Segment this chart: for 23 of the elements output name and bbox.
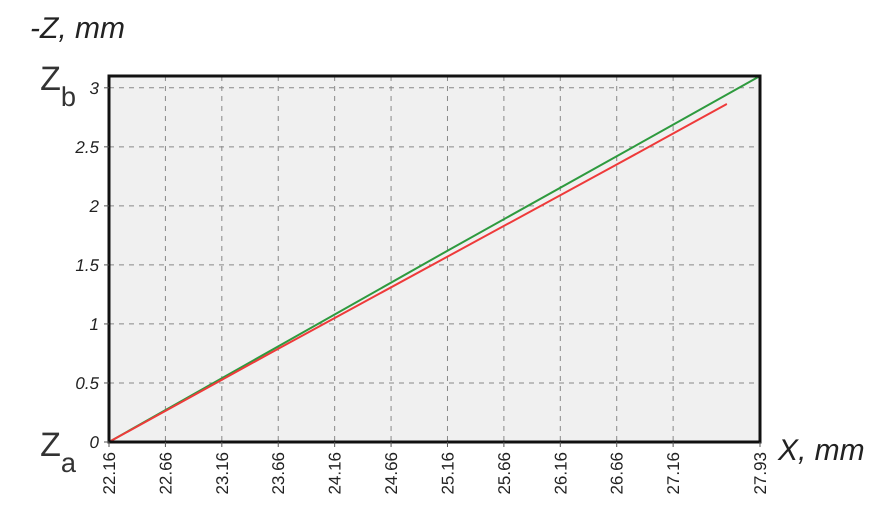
y-tick-label: 1 <box>90 314 99 334</box>
y-tick-label: 0 <box>90 433 100 452</box>
y-tick-label: 2 <box>88 196 100 216</box>
x-tick-label: 27.93 <box>751 452 770 495</box>
y-axis-title: -Z, mm <box>30 12 125 45</box>
x-tick-label: 23.66 <box>269 452 288 495</box>
y-tick-label: 3 <box>90 78 100 98</box>
x-tick-label: 25.16 <box>438 452 458 495</box>
y-tick-label: 2.5 <box>74 138 100 157</box>
x-tick-label: 22.16 <box>100 452 119 495</box>
x-tick-label: 26.16 <box>551 452 570 495</box>
y-tick-label: 0.5 <box>75 374 100 393</box>
x-tick-label: 22.66 <box>156 452 176 495</box>
x-tick-label: 24.66 <box>382 452 402 495</box>
x-tick-label: 26.66 <box>608 452 627 495</box>
x-axis-title: X, mm <box>777 434 865 467</box>
x-tick-label: 24.16 <box>326 452 345 495</box>
x-tick-label: 23.16 <box>212 452 232 495</box>
y-tick-label: 1.5 <box>75 256 100 275</box>
text: Z$_{a}$ <box>40 426 77 478</box>
x-tick-label: 25.66 <box>494 452 514 495</box>
text: Z$_{b}$ <box>40 60 76 112</box>
x-tick-label: 27.16 <box>664 452 684 495</box>
